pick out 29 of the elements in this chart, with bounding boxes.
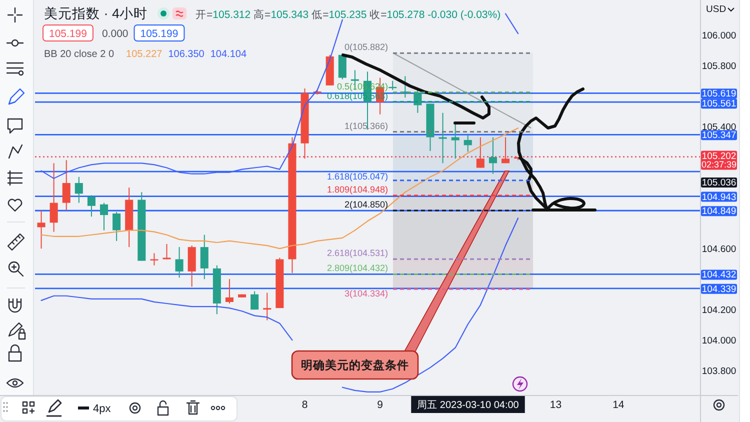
annotation: 0.000 xyxy=(102,28,128,40)
x-tick-label: 8 xyxy=(302,399,308,411)
y-tick-label: 103.800 xyxy=(702,366,736,377)
ref-line-label: 105.202 xyxy=(702,150,736,162)
annotation: 105.199 xyxy=(49,28,88,40)
annotation: 106.350 xyxy=(168,49,204,60)
annotation: 105.199 xyxy=(140,28,178,40)
y-tick-label: 104.200 xyxy=(702,304,736,316)
annotation: 105.036 xyxy=(701,178,737,188)
x-tick-label: 14 xyxy=(612,399,624,411)
x-tick-label: 9 xyxy=(377,399,384,411)
annotation: 105.227 xyxy=(126,49,162,60)
annotation: 105.199 xyxy=(42,24,94,42)
annotation: 4px xyxy=(93,403,111,415)
annotation: 周五 2023-03-10 04:00 xyxy=(411,396,525,413)
subtitle: 开=105.312 高=105.343 低=105.235 收=105.278 -0.030 (-0.03%) xyxy=(196,9,501,21)
annotation: 02:37:39 xyxy=(701,160,737,170)
x-tick-label: 13 xyxy=(550,399,562,411)
title: 美元指数 · 4小时 xyxy=(44,6,148,21)
y-tick-label: 104.600 xyxy=(702,244,736,255)
annotation: 明确美元的变盘条件 xyxy=(291,350,419,380)
y-tick-label: 105.800 xyxy=(702,60,736,72)
y-label: USD xyxy=(706,4,726,15)
annotation: 明确美元的变盘条件 xyxy=(301,358,409,372)
annotation: 105.199 xyxy=(134,24,185,42)
annotation: 104.104 xyxy=(210,49,247,60)
y-tick-label: 104.000 xyxy=(702,335,736,346)
y-tick-label: 106.000 xyxy=(702,30,736,42)
annotation: BB 20 close 2 0 xyxy=(44,49,114,60)
